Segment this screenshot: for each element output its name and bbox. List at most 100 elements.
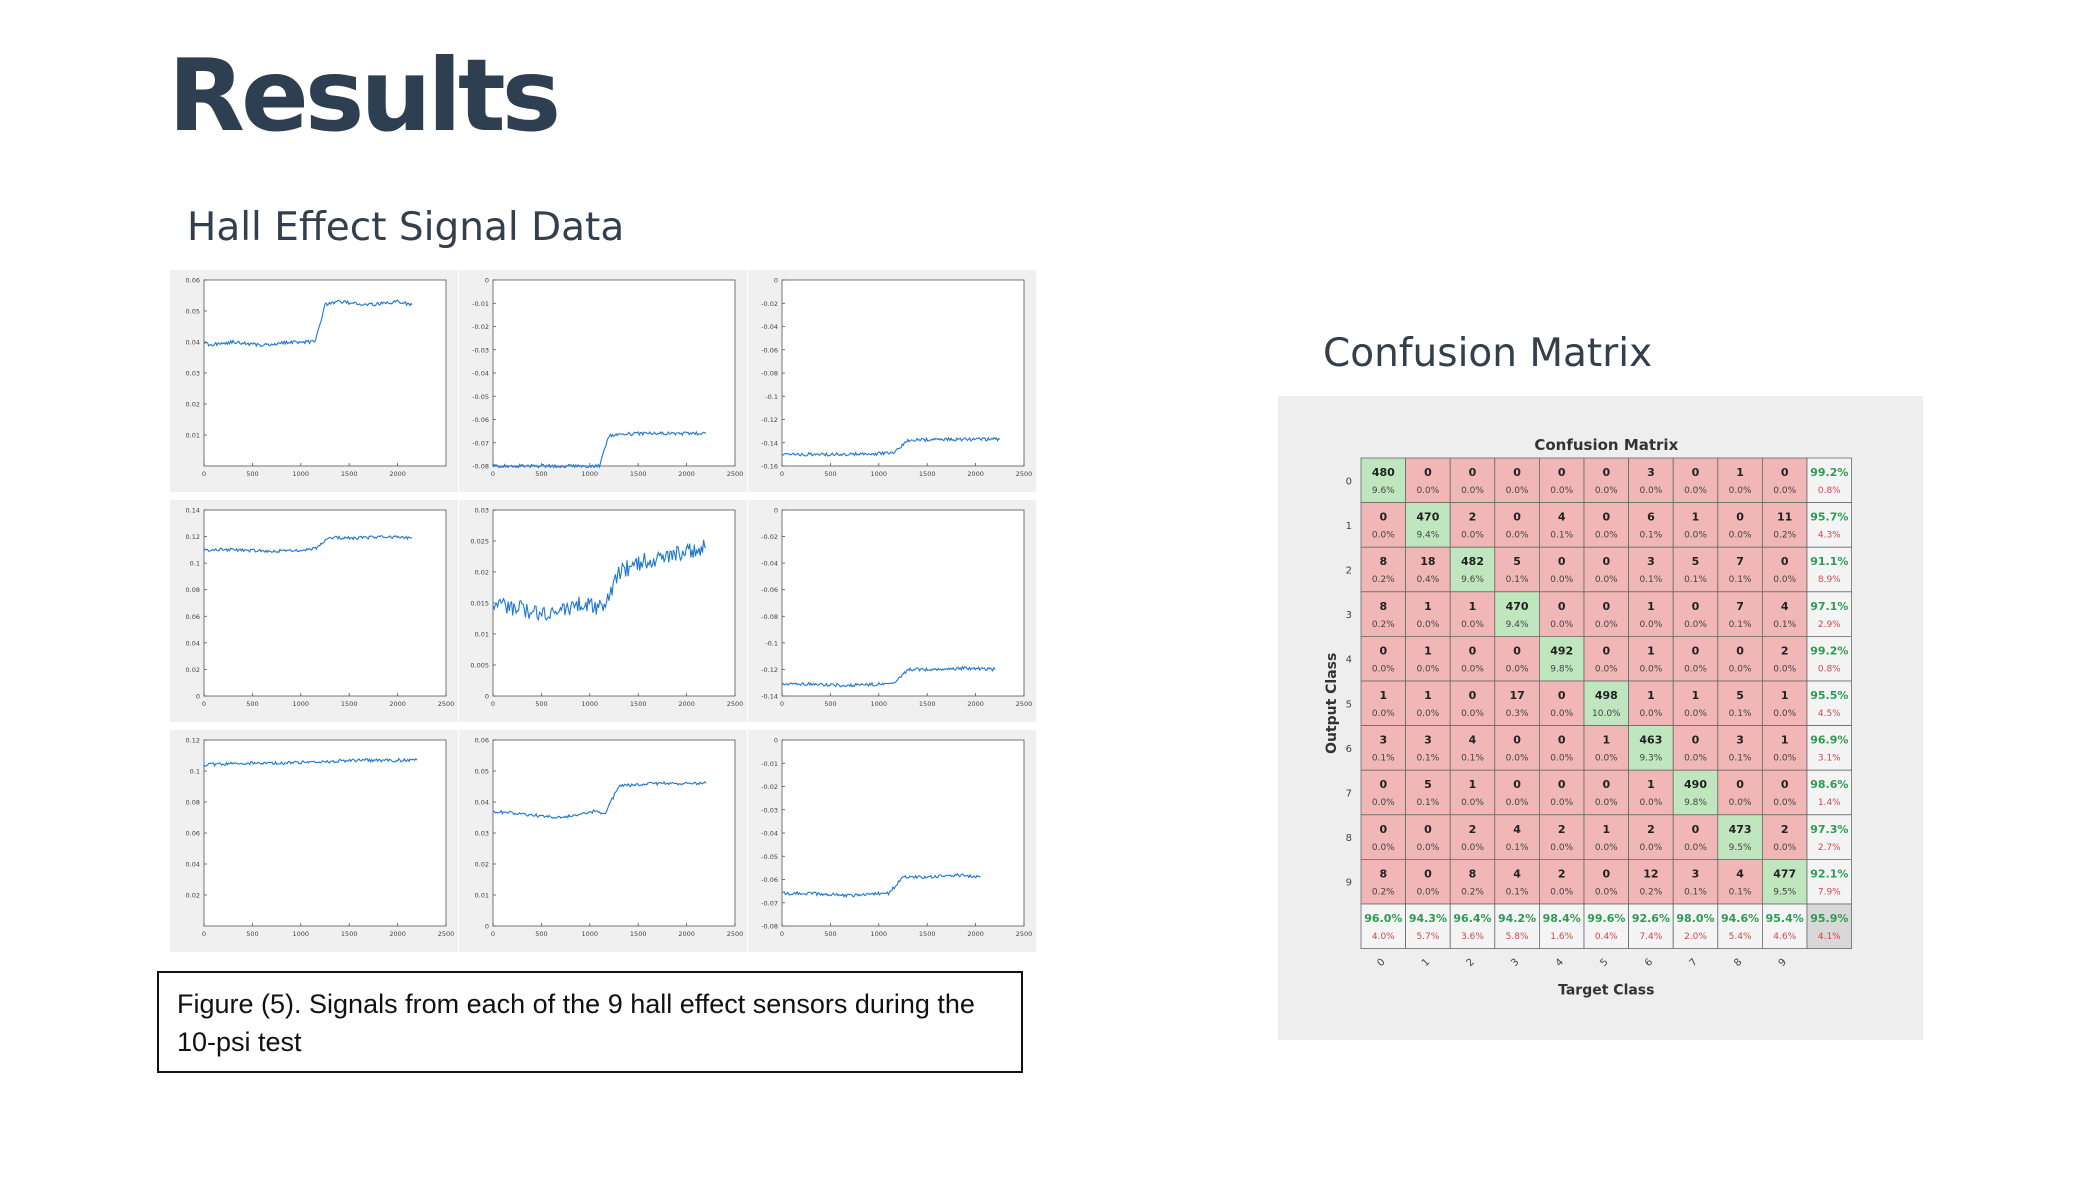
cm-cell-value: 0 bbox=[1602, 644, 1610, 657]
x-tick-label: 500 bbox=[824, 930, 836, 938]
cm-x-axis-label: Target Class bbox=[1558, 983, 1654, 999]
cm-cell-value: 0 bbox=[1379, 823, 1387, 836]
y-tick-label: -0.14 bbox=[761, 693, 778, 701]
cm-cell-percent: 7.9% bbox=[1818, 887, 1841, 897]
cm-cell-percent: 0.0% bbox=[1595, 531, 1618, 541]
cm-cell-percent: 3.1% bbox=[1818, 754, 1841, 764]
x-tick-label: 1500 bbox=[919, 470, 936, 478]
cm-cell-value: 8 bbox=[1379, 555, 1387, 568]
y-tick-label: 0.02 bbox=[186, 892, 200, 900]
y-tick-label: 0.02 bbox=[186, 401, 200, 409]
cm-cell-value: 3 bbox=[1379, 734, 1387, 747]
cm-cell bbox=[1449, 502, 1496, 548]
cm-cell-value: 0 bbox=[1558, 600, 1566, 613]
cm-cell-value: 98.4% bbox=[1543, 912, 1581, 925]
cm-cell-percent: 0.0% bbox=[1372, 798, 1395, 808]
cm-cell-value: 0 bbox=[1602, 600, 1610, 613]
cm-cell-value: 0 bbox=[1379, 511, 1387, 524]
y-tick-label: 0.015 bbox=[470, 600, 489, 608]
cm-cell-value: 7 bbox=[1736, 600, 1744, 613]
cm-cell-value: 94.3% bbox=[1409, 912, 1447, 925]
cm-cell-value: 0 bbox=[1602, 867, 1610, 880]
y-tick-label: -0.03 bbox=[472, 346, 489, 354]
cm-cell bbox=[1672, 546, 1719, 593]
y-tick-label: -0.16 bbox=[761, 463, 778, 471]
cm-cell-value: 5 bbox=[1513, 555, 1521, 568]
cm-cell-value: 1 bbox=[1424, 689, 1432, 702]
cm-cell-value: 1 bbox=[1469, 600, 1477, 613]
cm-cell bbox=[1717, 502, 1763, 548]
cm-cell-percent: 0.0% bbox=[1595, 843, 1618, 853]
x-tick-label: 1000 bbox=[871, 470, 888, 478]
y-tick-label: 0.03 bbox=[186, 370, 200, 378]
cm-cell-value: 91.1% bbox=[1810, 555, 1848, 568]
cm-row-label: 0 bbox=[1346, 476, 1352, 487]
cm-cell bbox=[1449, 457, 1496, 503]
y-tick-label: 0.04 bbox=[186, 639, 200, 647]
cm-cell bbox=[1628, 814, 1674, 860]
x-tick-label: 1000 bbox=[293, 470, 310, 478]
x-tick-label: 2500 bbox=[438, 700, 455, 708]
cm-cell-value: 3 bbox=[1647, 466, 1655, 479]
cm-cell-percent: 0.0% bbox=[1416, 664, 1439, 674]
cm-cell-value: 99.6% bbox=[1587, 912, 1625, 925]
cm-cell-percent: 0.0% bbox=[1372, 709, 1395, 719]
cm-cell-value: 470 bbox=[1416, 511, 1439, 524]
cm-cell-percent: 0.0% bbox=[1550, 709, 1573, 719]
x-tick-label: 2500 bbox=[438, 930, 455, 938]
cm-cell bbox=[1449, 769, 1496, 816]
x-tick-label: 500 bbox=[246, 470, 258, 478]
cm-cell-percent: 0.1% bbox=[1506, 887, 1529, 897]
x-tick-label: 1500 bbox=[341, 930, 358, 938]
cm-summary-cell bbox=[1672, 903, 1719, 949]
cm-cell-value: 95.4% bbox=[1766, 912, 1804, 925]
y-tick-label: 0.1 bbox=[190, 768, 200, 776]
cm-cell-value: 4 bbox=[1513, 867, 1521, 880]
cm-cell-value: 3 bbox=[1647, 555, 1655, 568]
y-tick-label: 0.02 bbox=[475, 861, 489, 869]
signal-plot-7: 0.02 0.04 0.06 0.08 0.1 0.12 0 500 1000 1500 2000 2… bbox=[170, 730, 458, 952]
y-tick-label: 0.06 bbox=[475, 737, 489, 745]
cm-total-cell bbox=[1806, 903, 1852, 949]
y-tick-label: 0 bbox=[774, 507, 778, 515]
cm-cell bbox=[1583, 546, 1629, 593]
cm-cell-value: 3 bbox=[1692, 867, 1700, 880]
cm-col-label: 4 bbox=[1554, 957, 1566, 969]
cm-cell-percent: 0.0% bbox=[1461, 664, 1484, 674]
cm-cell-value: 8 bbox=[1379, 600, 1387, 613]
plot-axes-box bbox=[203, 279, 447, 467]
cm-cell-value: 4 bbox=[1736, 867, 1744, 880]
cm-cell-value: 4 bbox=[1513, 823, 1521, 836]
y-tick-label: -0.06 bbox=[761, 586, 778, 594]
cm-cell-percent: 0.0% bbox=[1639, 798, 1662, 808]
cm-cell bbox=[1628, 680, 1674, 726]
cm-cell-percent: 0.0% bbox=[1461, 709, 1484, 719]
y-tick-label: 0 bbox=[485, 923, 489, 931]
cm-cell-value: 5 bbox=[1736, 689, 1744, 702]
cm-summary-cell bbox=[1628, 903, 1674, 949]
plot-axes-box bbox=[492, 509, 736, 697]
cm-cell-percent: 0.0% bbox=[1773, 754, 1796, 764]
cm-cell-percent: 0.0% bbox=[1416, 887, 1439, 897]
cm-cell-value: 1 bbox=[1647, 644, 1655, 657]
cm-cell bbox=[1405, 725, 1451, 771]
cm-cell-value: 95.9% bbox=[1810, 912, 1848, 925]
y-tick-label: -0.04 bbox=[761, 323, 778, 331]
x-tick-label: 1500 bbox=[630, 700, 647, 708]
cm-cell-value: 0 bbox=[1692, 466, 1700, 479]
cm-row-label: 8 bbox=[1346, 833, 1352, 844]
cm-cell-value: 0 bbox=[1692, 600, 1700, 613]
cm-cell-value: 1 bbox=[1424, 600, 1432, 613]
cm-cell-value: 0 bbox=[1692, 734, 1700, 747]
y-tick-label: -0.02 bbox=[472, 323, 489, 331]
cm-cell-value: 0 bbox=[1424, 466, 1432, 479]
x-tick-label: 1500 bbox=[341, 470, 358, 478]
cm-cell-percent: 0.0% bbox=[1595, 887, 1618, 897]
y-tick-label: 0.08 bbox=[186, 586, 200, 594]
y-tick-label: -0.12 bbox=[761, 416, 778, 424]
cm-cell-percent: 9.6% bbox=[1372, 486, 1395, 496]
cm-cell-value: 98.0% bbox=[1676, 912, 1714, 925]
cm-row-label: 1 bbox=[1346, 521, 1352, 532]
cm-cell-percent: 0.0% bbox=[1461, 620, 1484, 630]
y-tick-label: -0.06 bbox=[761, 346, 778, 354]
